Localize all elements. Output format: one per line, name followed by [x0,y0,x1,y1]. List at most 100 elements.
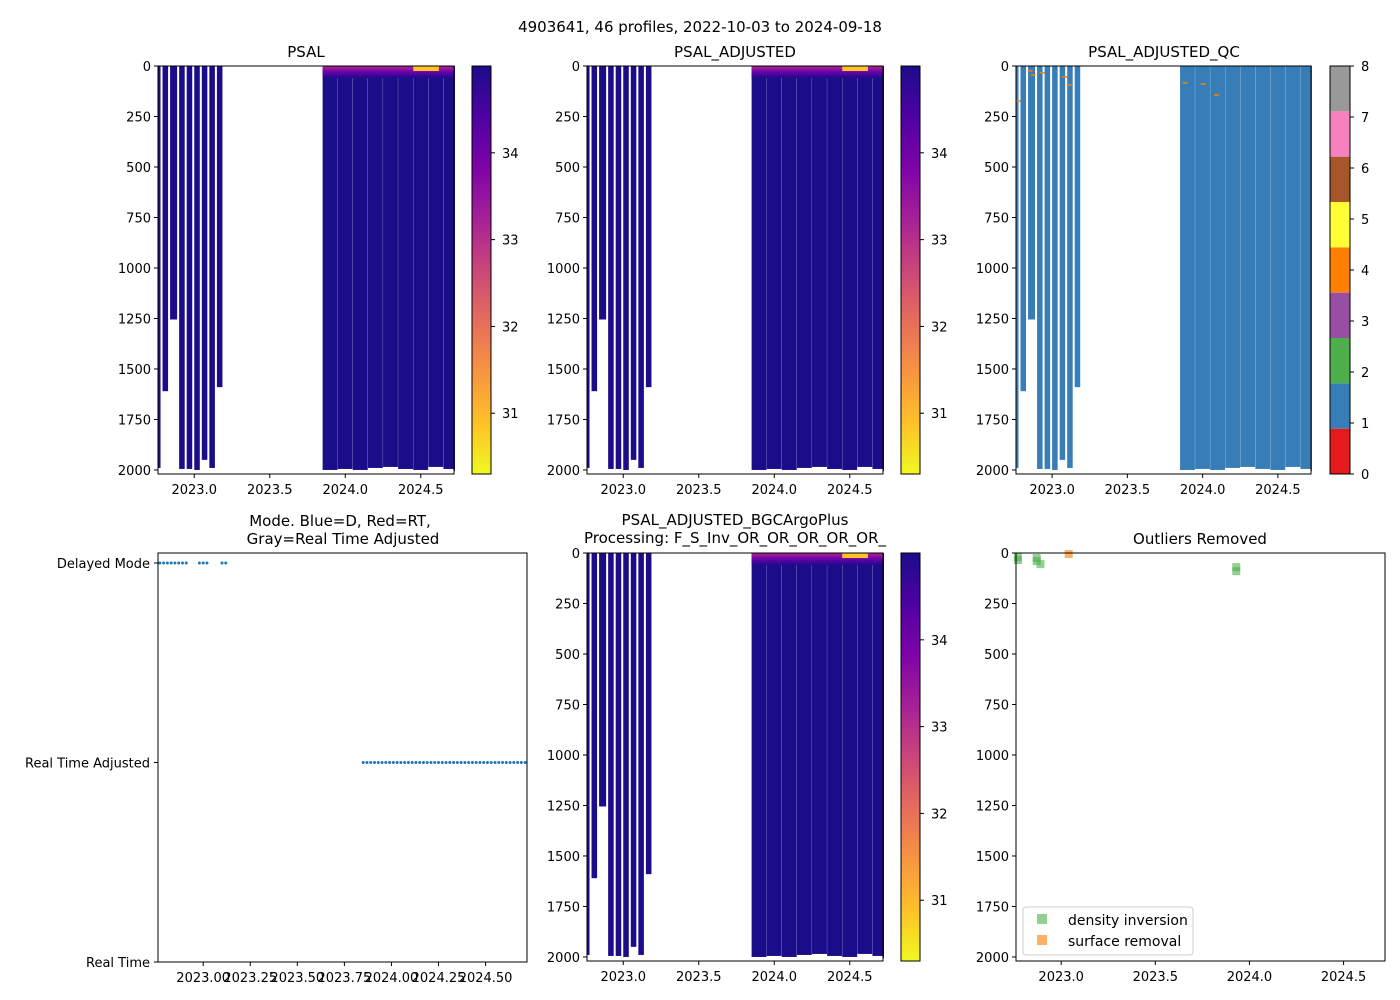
mode-dot [384,761,388,764]
psal-adjusted-xtick-label: 2024.5 [827,483,873,498]
psal-adjusted-ytick-label: 750 [555,211,580,226]
psal-profile-column [162,66,169,392]
psal-adjusted-ytick-label: 1000 [547,262,580,277]
qc-xtick-label: 2023.5 [1105,483,1151,498]
psal-colorbar-tick-label: 32 [502,320,519,335]
psal-ytick-label: 750 [126,211,151,226]
qc-colorbar-tick-label: 0 [1361,468,1369,483]
mode-dot [376,761,380,764]
qc-colorbar-tick-label: 2 [1361,366,1369,381]
qc-profile-column [1195,66,1210,469]
legend-frame [1022,906,1194,956]
psal-profile-column [367,66,383,468]
psal-profile-column [216,66,223,388]
qc-profile-column [1044,66,1051,469]
mode-axes: 2023.002023.252023.502023.752024.002024.… [25,552,528,986]
outlier-point [1232,567,1241,576]
bgc-profile-column [630,553,637,947]
psal-adjusted-colorbar-frame [900,65,921,475]
qc-colorbar-swatch-7 [1330,111,1350,157]
bgc-xtick-label: 2023.0 [600,970,646,985]
outliers-ytick-label: 1750 [976,900,1009,915]
qc-profile-column [1300,66,1311,469]
psal-adjusted-colorbar-tick-label: 31 [931,407,948,422]
mode-dot [205,561,209,565]
outliers-ytick-label: 2000 [976,951,1009,966]
psal-adjusted-qc-title: PSAL_ADJUSTED_QC [1088,43,1240,62]
mode-dot [180,561,184,565]
outlier-point [1232,563,1241,572]
bgc-profile-column [615,553,622,956]
psal-profile-column [443,66,454,469]
psal-profile-column [322,66,338,470]
mode-dot [485,761,489,764]
psal-adjusted-profile-column [751,66,767,470]
qc-colorbar-tick-label: 3 [1361,315,1369,330]
mode-dot [365,761,369,764]
bgc-colorbar-tick-label: 32 [931,807,948,822]
outliers-xtick-label: 2024.0 [1227,970,1273,985]
psal-frame [157,65,455,475]
outliers-xtick-label: 2023.0 [1038,970,1084,985]
psal-ytick-label: 0 [143,60,151,75]
bgc-xtick-label: 2024.0 [752,970,798,985]
mode-dot [489,761,493,764]
bgc-ytick-label: 500 [555,648,580,663]
bgc-colorbar-tick-label: 31 [931,894,948,909]
mode-dot [395,761,399,764]
psal-ytick-label: 1750 [118,413,151,428]
mode-dot [459,761,463,764]
bgc-profile-column [872,553,883,956]
bgc-xtick-label: 2024.5 [827,970,873,985]
psal-plot-area [158,66,455,471]
mode-dot [429,761,433,764]
mode-dot [440,761,444,764]
outlier-point [1064,550,1073,559]
bgc-profile-column [842,553,858,957]
qc-colorbar-tick-label: 8 [1361,60,1369,75]
mode-dot [169,561,173,565]
mode-dot [414,761,418,764]
mode-dot [497,761,501,764]
psal-adjusted-profile-column [872,66,883,469]
psal-profile-column [383,66,398,467]
qc-colorbar-swatch-2 [1330,338,1350,384]
psal-ytick-label: 1000 [118,262,151,277]
mode-dot [184,561,188,565]
mode-dot [519,761,523,764]
legend-density-inversion-label: density inversion [1068,913,1188,929]
outliers-ytick-label: 1000 [976,749,1009,764]
qc-profile-column [1270,66,1286,470]
outliers-ytick-label: 1500 [976,850,1009,865]
psal-profile-column [413,66,429,470]
bgc-title-line1: PSAL_ADJUSTED_BGCArgoPlus [622,511,849,530]
mode-dot [220,561,224,565]
bgc-profile-column [608,553,614,956]
mode-plot-area [158,561,527,764]
qc-colorbar-swatch-1 [1330,383,1350,429]
qc-profile-column [1285,66,1301,467]
bgc-colorbar-tick-label: 33 [931,721,948,736]
psal-ytick-label: 500 [126,161,151,176]
bgc-ytick-label: 1750 [547,900,580,915]
mode-panel: Mode. Blue=D, Red=RT, Gray=Real Time Adj… [25,512,528,986]
bgc-panel: PSAL_ADJUSTED_BGCArgoPlus Processing: F_… [547,511,948,985]
qc-axes: 2023.0 2023.5 2024.0 2024.5 0 250 500 750 1000 12… [976,60,1312,498]
bgc-colorbar-tick-label: 34 [931,634,948,649]
qc-profile-column [1180,66,1195,470]
mode-dot [162,561,166,565]
qc-flag4-mark [1214,94,1220,96]
psal-adjusted-plot-area [587,66,884,471]
psal-profile-column [158,66,161,468]
qc-profile-column [1074,66,1081,388]
mode-dot [403,761,407,764]
outliers-legend: density inversion surface removal [1022,906,1194,956]
qc-profile-column [1240,66,1256,467]
psal-profile-column [179,66,185,469]
psal-adjusted-xtick-label: 2023.0 [600,483,646,498]
mode-dot [421,761,425,764]
psal-ytick-label: 2000 [118,464,151,479]
qc-colorbar-swatch-8 [1330,66,1350,112]
bgc-ytick-label: 250 [555,597,580,612]
qc-ytick-label: 1000 [976,262,1009,277]
